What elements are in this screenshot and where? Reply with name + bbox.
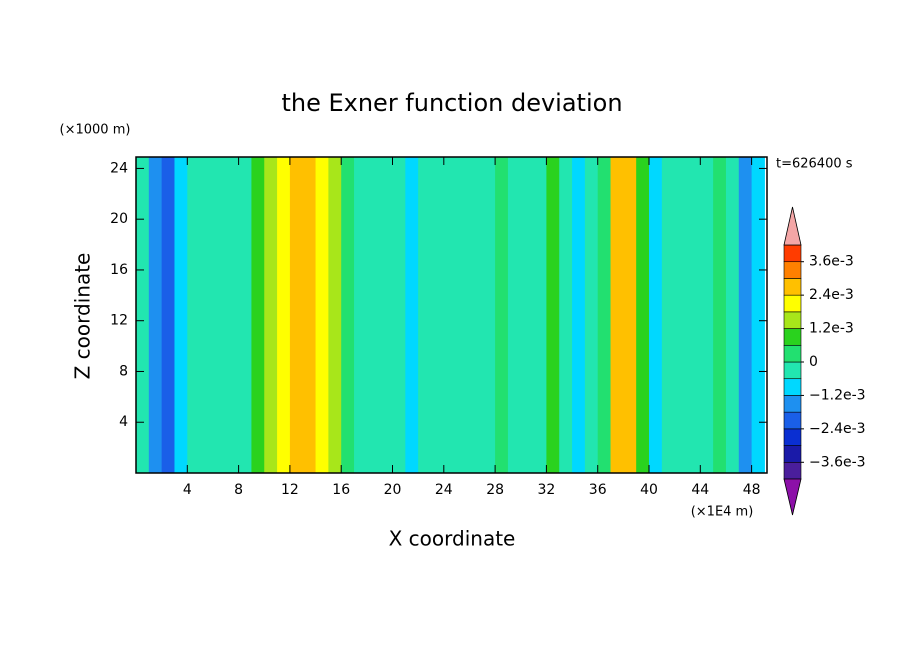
field-cell bbox=[302, 157, 317, 473]
y-tick-label: 20 bbox=[110, 211, 128, 227]
x-axis-title: X coordinate bbox=[389, 527, 516, 551]
colorbar-tick-label: −2.4e-3 bbox=[809, 421, 866, 437]
x-tick-label: 32 bbox=[537, 482, 555, 498]
field-cell bbox=[700, 157, 714, 473]
y-tick-label: 12 bbox=[110, 313, 128, 329]
field-cell bbox=[328, 157, 342, 473]
colorbar-box bbox=[783, 294, 802, 313]
field-cell bbox=[661, 157, 676, 473]
colorbar-box bbox=[783, 428, 802, 446]
field-cell bbox=[456, 157, 470, 473]
colorbar-box bbox=[783, 378, 802, 396]
field-cell bbox=[354, 157, 368, 473]
colorbar-box bbox=[783, 445, 802, 463]
colorbar-over bbox=[783, 206, 802, 246]
field-cell bbox=[687, 157, 701, 473]
colorbar-tick-label: 1.2e-3 bbox=[809, 321, 854, 337]
x-tick-label: 48 bbox=[743, 482, 761, 498]
colorbar-box bbox=[783, 328, 802, 346]
field-cell bbox=[366, 157, 381, 473]
colorbar-under bbox=[783, 478, 802, 516]
colorbar-tick-label: 0 bbox=[809, 354, 818, 370]
y-tick-label: 4 bbox=[119, 414, 128, 430]
x-tick-label: 44 bbox=[691, 482, 709, 498]
field-cell bbox=[161, 157, 175, 473]
field-cell bbox=[533, 157, 547, 473]
x-tick-label: 16 bbox=[332, 482, 350, 498]
colorbar-box bbox=[783, 395, 802, 413]
field-cell bbox=[392, 157, 406, 473]
field-cell bbox=[649, 157, 663, 473]
x-tick-label: 40 bbox=[640, 482, 658, 498]
field-cell bbox=[636, 157, 650, 473]
colorbar-box bbox=[783, 261, 802, 279]
field-cell bbox=[559, 157, 573, 473]
x-tick-label: 20 bbox=[384, 482, 402, 498]
field-cell bbox=[341, 157, 355, 473]
x-tick-label: 24 bbox=[435, 482, 453, 498]
field-cell bbox=[212, 157, 227, 473]
colorbar-box bbox=[783, 411, 802, 430]
field-cell bbox=[520, 157, 535, 473]
y-axis-title: Z coordinate bbox=[71, 253, 95, 380]
x-tick-label: 36 bbox=[589, 482, 607, 498]
field bbox=[136, 157, 765, 473]
field-cell bbox=[379, 157, 394, 473]
field-cell bbox=[572, 157, 586, 473]
plot-frame bbox=[135, 156, 768, 474]
field-cell bbox=[725, 157, 740, 473]
field-cell bbox=[674, 157, 688, 473]
field-cell bbox=[482, 157, 496, 473]
field-cell bbox=[751, 157, 765, 473]
field-cell bbox=[264, 157, 278, 473]
colorbar-tick-label: −3.6e-3 bbox=[809, 454, 866, 470]
field-cell bbox=[507, 157, 522, 473]
colorbar-box bbox=[783, 244, 802, 263]
field-cell bbox=[277, 157, 291, 473]
field-cell bbox=[738, 157, 753, 473]
field-cell bbox=[225, 157, 240, 473]
colorbar-tick-label: −1.2e-3 bbox=[809, 387, 866, 403]
field-cell bbox=[200, 157, 214, 473]
field-cell bbox=[174, 157, 188, 473]
field-cell bbox=[546, 157, 560, 473]
field-cell bbox=[148, 157, 163, 473]
y-tick-label: 24 bbox=[110, 160, 128, 176]
colorbar-box bbox=[783, 361, 802, 380]
field-cell bbox=[405, 157, 419, 473]
colorbar-box bbox=[783, 461, 802, 480]
field-cell bbox=[430, 157, 445, 473]
field-cell bbox=[623, 157, 637, 473]
field-cell bbox=[610, 157, 624, 473]
colorbar-tick-label: 2.4e-3 bbox=[809, 287, 854, 303]
field-cell bbox=[187, 157, 201, 473]
field-cell bbox=[597, 157, 612, 473]
x-tick-label: 8 bbox=[234, 482, 243, 498]
field-cell bbox=[238, 157, 252, 473]
field-cell bbox=[469, 157, 483, 473]
field-cell bbox=[443, 157, 458, 473]
field-cell bbox=[136, 157, 150, 473]
colorbar-tick-label: 3.6e-3 bbox=[809, 254, 854, 270]
colorbar-box bbox=[783, 344, 802, 363]
field-cell bbox=[713, 157, 727, 473]
x-tick-label: 4 bbox=[183, 482, 192, 498]
field-cell bbox=[315, 157, 329, 473]
field-cell bbox=[289, 157, 304, 473]
x-tick-label: 28 bbox=[486, 482, 504, 498]
field-cell bbox=[495, 157, 509, 473]
y-tick-label: 16 bbox=[110, 262, 128, 278]
field-cell bbox=[584, 157, 599, 473]
y-unit: (×1000 m) bbox=[60, 123, 131, 138]
x-tick-label: 12 bbox=[281, 482, 299, 498]
field-cell bbox=[251, 157, 265, 473]
x-unit: (×1E4 m) bbox=[691, 505, 754, 520]
colorbar-box bbox=[783, 311, 802, 329]
field-cell bbox=[418, 157, 432, 473]
chart-title: the Exner function deviation bbox=[281, 89, 622, 117]
y-tick-label: 8 bbox=[119, 363, 128, 379]
time-annotation: t=626400 s bbox=[776, 157, 853, 172]
colorbar-box bbox=[783, 278, 802, 296]
